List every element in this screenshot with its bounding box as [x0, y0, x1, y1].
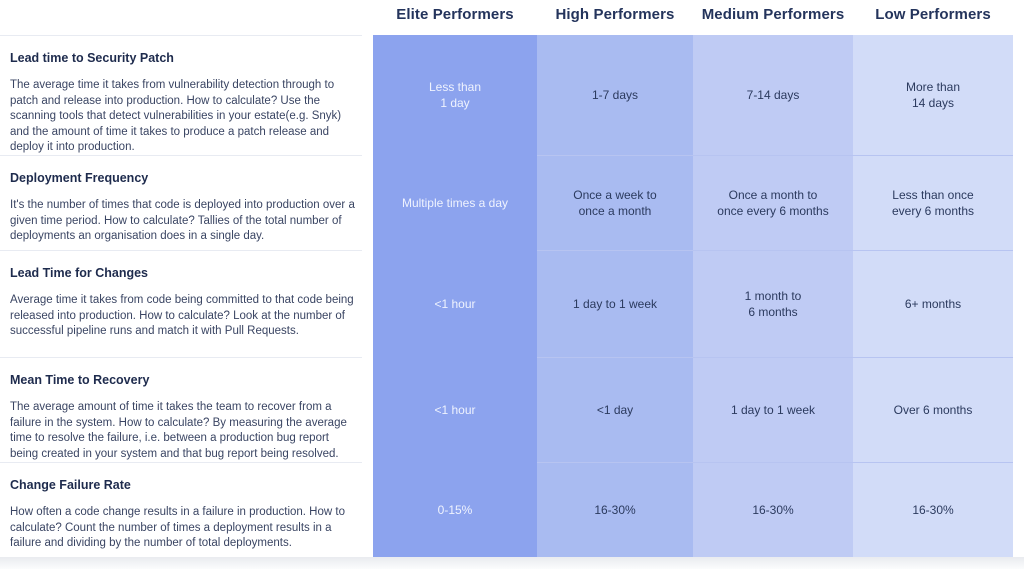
right-margin: [1013, 155, 1024, 250]
metric-description: Average time it takes from code being co…: [10, 294, 354, 337]
right-margin: [1013, 462, 1024, 557]
metric-description: The average time it takes from vulnerabi…: [10, 79, 342, 153]
metric-title: Lead time to Security Patch: [10, 51, 174, 65]
cell-elite: Less than 1 day: [373, 35, 537, 156]
metric-row-mean-time-recovery: Mean Time to Recovery The average amount…: [0, 357, 1024, 462]
metric-row-lead-time-changes: Lead Time for Changes Average time it ta…: [0, 250, 1024, 357]
column-gutter: [362, 35, 373, 156]
metric-description: The average amount of time it takes the …: [10, 401, 347, 460]
right-margin: [1013, 250, 1024, 357]
metric-title: Lead Time for Changes: [10, 266, 148, 280]
bottom-shadow: [0, 557, 1024, 569]
cell-high: Once a week to once a month: [537, 155, 693, 250]
cell-high: <1 day: [537, 357, 693, 462]
cell-high: 1-7 days: [537, 35, 693, 156]
cell-low: Over 6 months: [853, 357, 1013, 462]
right-margin: [1013, 357, 1024, 462]
column-gutter: [362, 155, 373, 250]
cell-medium: 7-14 days: [693, 35, 853, 156]
column-header-medium: Medium Performers: [701, 6, 845, 23]
column-header-high: High Performers: [555, 6, 675, 23]
cell-medium: 1 day to 1 week: [693, 357, 853, 462]
metric-info: Lead Time for Changes Average time it ta…: [0, 250, 362, 357]
metric-row-security-patch: Lead time to Security Patch The average …: [0, 35, 1024, 156]
metric-info: Deployment Frequency It's the number of …: [0, 155, 362, 250]
cell-elite: Multiple times a day: [373, 155, 537, 250]
cell-elite: 0-15%: [373, 462, 537, 557]
cell-low: Less than once every 6 months: [853, 155, 1013, 250]
cell-low: 6+ months: [853, 250, 1013, 357]
column-header-elite: Elite Performers: [396, 6, 514, 23]
column-gutter: [362, 357, 373, 462]
column-gutter: [362, 250, 373, 357]
metric-title: Change Failure Rate: [10, 478, 131, 492]
cell-medium: 16-30%: [693, 462, 853, 557]
metric-row-change-failure-rate: Change Failure Rate How often a code cha…: [0, 462, 1024, 557]
metric-title: Mean Time to Recovery: [10, 373, 150, 387]
table-header-row: Elite Performers High Performers Medium …: [0, 0, 1024, 35]
column-header-low: Low Performers: [875, 6, 991, 23]
cell-elite: <1 hour: [373, 250, 537, 357]
cell-low: More than 14 days: [853, 35, 1013, 156]
metric-info: Lead time to Security Patch The average …: [0, 35, 362, 156]
metric-info: Change Failure Rate How often a code cha…: [0, 462, 362, 557]
metric-description: It's the number of times that code is de…: [10, 199, 355, 242]
metric-description: How often a code change results in a fai…: [10, 506, 345, 549]
cell-low: 16-30%: [853, 462, 1013, 557]
cell-medium: 1 month to 6 months: [693, 250, 853, 357]
cell-high: 1 day to 1 week: [537, 250, 693, 357]
metric-info: Mean Time to Recovery The average amount…: [0, 357, 362, 462]
metric-title: Deployment Frequency: [10, 171, 149, 185]
metric-row-deployment-frequency: Deployment Frequency It's the number of …: [0, 155, 1024, 250]
cell-elite: <1 hour: [373, 357, 537, 462]
cell-high: 16-30%: [537, 462, 693, 557]
right-margin: [1013, 35, 1024, 156]
column-gutter: [362, 462, 373, 557]
cell-medium: Once a month to once every 6 months: [693, 155, 853, 250]
